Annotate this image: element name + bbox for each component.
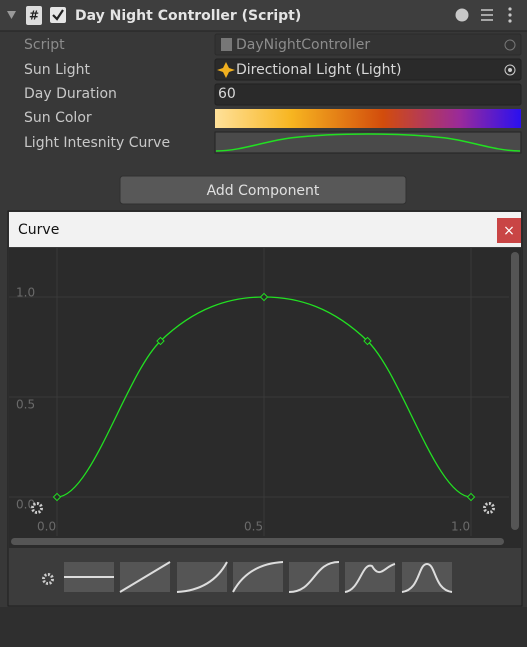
footer <box>0 607 527 647</box>
add-component-button[interactable] <box>119 175 407 205</box>
number-field[interactable] <box>214 83 522 106</box>
header-bar <box>0 0 527 31</box>
menu-dot[interactable] <box>508 7 512 11</box>
preset-shape <box>119 561 171 593</box>
component-title: Day Night Controller (Script) <box>75 8 301 24</box>
y-tick-label: 0.0 <box>16 498 35 512</box>
presets-gear[interactable] <box>42 573 54 585</box>
preset-shape <box>176 561 228 593</box>
foldout-arrow[interactable] <box>7 11 16 19</box>
checkmark <box>52 9 64 21</box>
curve-key <box>156 336 165 346</box>
close-button[interactable] <box>497 218 521 243</box>
curve-graph[interactable] <box>9 248 521 548</box>
curve-title-bar <box>9 212 521 247</box>
vertical-scrollbar[interactable] <box>511 252 519 530</box>
x-tick-label: 0.0 <box>37 520 56 534</box>
y-tick-label: 0.5 <box>16 398 35 412</box>
help-icon[interactable] <box>455 8 469 22</box>
object-field[interactable] <box>214 58 522 81</box>
curve-key <box>259 292 269 302</box>
curve-preview <box>215 133 521 152</box>
script-icon-glyph: # <box>29 9 39 23</box>
enable-checkbox[interactable] <box>50 7 66 23</box>
script-asset-icon <box>221 38 232 51</box>
light-icon <box>217 62 235 78</box>
close-glyph: × <box>503 223 515 239</box>
script-field <box>214 33 522 56</box>
object-picker[interactable] <box>504 64 516 76</box>
field-value: 60 <box>218 86 236 102</box>
preset-shape <box>232 561 284 593</box>
field-label: Script <box>24 37 65 53</box>
horizontal-scrollbar[interactable] <box>11 538 504 545</box>
curve-presets <box>64 561 453 593</box>
curve-field[interactable] <box>214 131 522 154</box>
preset-shape <box>288 561 340 593</box>
wrap-mode-gear <box>31 502 43 514</box>
y-tick-label: 1.0 <box>16 286 35 300</box>
preset[interactable] <box>177 562 227 592</box>
field-label: Day Duration <box>24 86 117 102</box>
menu-dot[interactable] <box>508 19 512 23</box>
object-picker-dot <box>508 68 512 72</box>
preset-shape <box>344 563 396 593</box>
add-component-label: Add Component <box>207 183 320 199</box>
object-picker[interactable] <box>504 39 516 51</box>
x-tick-label: 1.0 <box>451 520 470 534</box>
field-label: Light Intesnity Curve <box>24 135 170 151</box>
field-value: DayNightController <box>236 37 370 53</box>
field-label: Sun Light <box>24 62 91 78</box>
preset[interactable] <box>402 562 452 592</box>
presets-icon[interactable] <box>481 9 493 21</box>
curve-key <box>466 492 476 502</box>
field-label: Sun Color <box>24 110 92 126</box>
wrap-mode-gear <box>483 502 495 514</box>
curve-key <box>52 492 62 502</box>
curve-key <box>363 336 372 346</box>
x-tick-label: 0.5 <box>244 520 263 534</box>
preset-shape <box>401 562 453 593</box>
menu-dot[interactable] <box>508 13 512 17</box>
script-icon <box>26 6 42 25</box>
gradient-field[interactable] <box>215 109 521 128</box>
curve-window-title: Curve <box>18 222 59 238</box>
field-value: Directional Light (Light) <box>236 62 401 78</box>
preset[interactable] <box>233 562 283 592</box>
